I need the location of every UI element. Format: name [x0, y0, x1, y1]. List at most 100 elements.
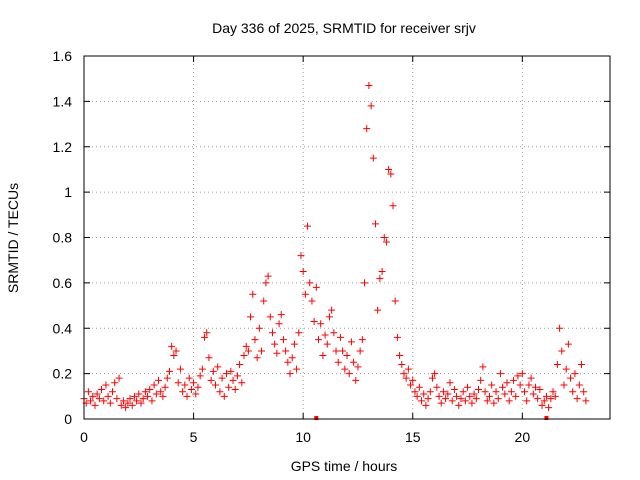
data-point: [308, 297, 316, 305]
data-point: [144, 392, 152, 400]
data-point: [481, 388, 489, 396]
data-point: [155, 376, 163, 384]
y-tick-label: 1.6: [53, 48, 73, 64]
data-point: [255, 324, 263, 332]
data-point: [437, 399, 445, 407]
data-point: [424, 395, 432, 403]
data-point: [301, 290, 309, 298]
data-point: [569, 388, 577, 396]
data-point: [371, 220, 379, 228]
data-point: [310, 317, 318, 325]
data-point: [150, 381, 158, 389]
data-point: [277, 311, 285, 319]
data-point: [350, 358, 358, 366]
data-point: [545, 404, 553, 412]
data-point: [325, 313, 333, 321]
y-tick-label: 0.4: [53, 320, 73, 336]
data-point: [133, 397, 141, 405]
data-point: [135, 390, 143, 398]
data-point: [564, 340, 572, 348]
data-point: [174, 379, 182, 387]
data-point: [575, 381, 583, 389]
data-point: [400, 370, 408, 378]
data-point: [104, 392, 112, 400]
data-point: [212, 381, 219, 389]
data-point: [385, 165, 393, 173]
data-point: [196, 372, 204, 380]
data-point: [363, 125, 371, 133]
data-point: [531, 383, 539, 391]
data-point: [319, 351, 327, 359]
data-point: [367, 102, 375, 110]
data-point: [209, 367, 217, 375]
data-point: [499, 383, 507, 391]
data-point: [148, 397, 156, 405]
data-point: [207, 376, 215, 384]
data-point: [354, 363, 362, 371]
data-point: [87, 397, 95, 405]
data-point: [468, 399, 476, 407]
data-point: [238, 379, 246, 387]
data-point: [435, 392, 443, 400]
data-point: [345, 370, 353, 378]
data-point: [442, 395, 450, 403]
data-point: [157, 388, 165, 396]
data-point: [466, 392, 474, 400]
data-point: [163, 374, 171, 382]
data-point: [111, 379, 119, 387]
data-point: [266, 313, 274, 321]
data-point: [201, 333, 209, 341]
data-point: [124, 399, 132, 407]
data-point: [420, 390, 428, 398]
data-point: [578, 361, 586, 369]
data-point: [321, 331, 329, 339]
data-point: [475, 386, 482, 394]
data-point: [176, 365, 184, 373]
data-point: [426, 388, 434, 396]
data-point: [512, 392, 520, 400]
data-point: [286, 370, 294, 378]
data-point: [404, 365, 412, 373]
data-point: [262, 279, 270, 287]
data-point: [306, 279, 314, 287]
data-point: [312, 283, 320, 291]
data-point: [567, 374, 575, 382]
data-point: [126, 395, 134, 403]
data-point: [168, 342, 176, 350]
data-point: [492, 388, 500, 396]
data-point: [505, 397, 513, 405]
data-point: [242, 342, 250, 350]
data-point: [571, 370, 579, 378]
data-point: [529, 390, 537, 398]
data-point: [304, 222, 312, 230]
data-point: [470, 390, 478, 398]
data-point: [477, 376, 485, 384]
data-point: [165, 367, 173, 375]
y-tick-label: 1.4: [53, 93, 73, 109]
data-point: [369, 154, 377, 162]
data-point: [393, 333, 401, 341]
data-point: [507, 388, 515, 396]
data-point: [525, 381, 533, 389]
data-point: [439, 388, 447, 396]
data-point: [413, 392, 421, 400]
data-point: [194, 383, 202, 391]
data-point: [328, 306, 336, 314]
data-point: [562, 365, 570, 373]
data-point: [483, 397, 491, 405]
data-point: [231, 386, 239, 394]
data-point: [332, 347, 340, 355]
data-point: [573, 395, 581, 403]
data-point: [159, 392, 167, 400]
data-point: [218, 374, 226, 382]
data-point: [490, 399, 498, 407]
x-axis-marker: [544, 416, 549, 420]
data-point: [315, 336, 323, 344]
y-tick-label: 1.2: [53, 139, 73, 155]
data-point: [95, 395, 103, 403]
data-point: [472, 395, 480, 403]
data-point: [222, 370, 230, 378]
x-tick-label: 0: [80, 429, 88, 445]
x-axis-label: GPS time / hours: [291, 458, 398, 474]
